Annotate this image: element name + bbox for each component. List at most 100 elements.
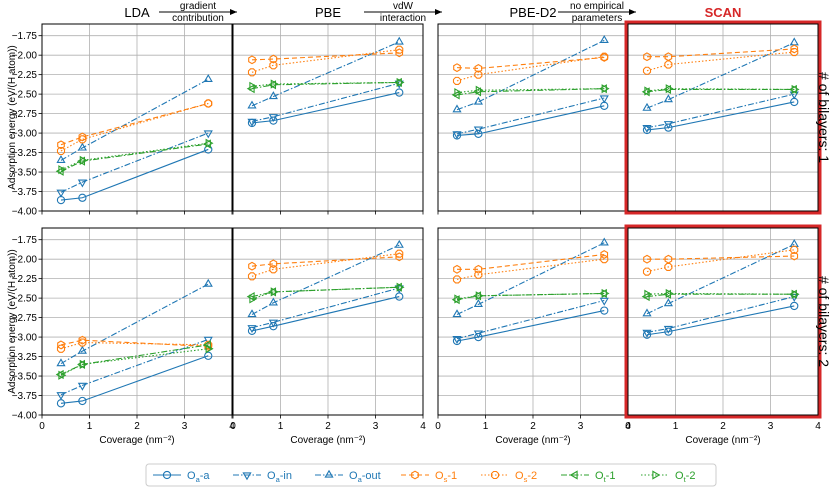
y-axis-label-1: Adsorption energy (eV/(H atom)): [7, 249, 18, 394]
data-point-s5-0: [246, 84, 255, 94]
x-tick-label-4: 4: [229, 421, 235, 432]
data-point-s1-1: [663, 325, 673, 334]
data-point-s4-1: [78, 135, 87, 144]
series-line-4: [456, 258, 605, 280]
series-line-1: [251, 82, 400, 122]
data-point-s5-2: [788, 289, 797, 299]
series-line-3: [251, 52, 400, 61]
data-point-s2-0: [56, 155, 66, 163]
data-point-s4-0: [247, 272, 257, 281]
data-point-s2-0: [56, 358, 66, 367]
y-tick-label-2: −3.50: [12, 168, 38, 179]
data-point-s4-1: [664, 262, 673, 272]
data-point-s0-1: [269, 322, 278, 331]
data-point-s6-2: [791, 84, 800, 95]
legend: Oa-a Oa-in Oa-out Os-1 Os-2 Ot-1 Ot-2: [145, 463, 717, 487]
series-line-2: [60, 78, 209, 161]
data-point-s3-2: [790, 251, 799, 261]
series-line-1: [251, 287, 400, 329]
panel-r0-c1: [232, 23, 424, 215]
y-tick-label-8: −2.00: [12, 255, 38, 266]
highlight-box: [624, 20, 822, 215]
panel-r1-c3: 0 1 2 3 4 Coverage (nm⁻²): [624, 224, 822, 446]
column-title-0: LDA: [124, 5, 150, 20]
series-line-6: [251, 81, 400, 87]
x-tick-label-0: 0: [230, 421, 236, 432]
data-point-s1-2: [203, 130, 213, 139]
series-line-6: [646, 292, 795, 295]
series-line-6: [60, 142, 209, 171]
data-point-s2-2: [394, 36, 404, 45]
data-point-s4-2: [790, 47, 799, 57]
data-point-s3-1: [474, 264, 483, 274]
legend-label: Oa-in: [267, 470, 292, 484]
legend-marker: [652, 470, 661, 480]
data-point-s4-2: [395, 249, 404, 258]
data-point-s6-0: [644, 289, 653, 299]
data-point-s3-0: [57, 140, 65, 150]
x-tick-label-4: 4: [420, 421, 426, 432]
data-point-s6-1: [79, 155, 88, 165]
y-tick-label-6: −2.50: [12, 90, 38, 101]
transition-label-top-0: gradient: [180, 1, 216, 12]
series-line-1: [60, 338, 209, 396]
x-tick-label-3: 3: [768, 421, 774, 432]
data-point-s3-0: [643, 254, 651, 264]
data-point-s2-0: [452, 104, 462, 113]
legend-box: [145, 463, 717, 487]
data-point-s0-0: [452, 336, 462, 346]
data-point-s2-2: [203, 278, 213, 287]
x-tick-label-2: 2: [134, 421, 140, 432]
legend-marker: [490, 470, 500, 480]
y-tick-label-9: −1.75: [12, 235, 38, 246]
legend-label: Ot-2: [675, 470, 695, 484]
data-point-s4-1: [269, 61, 278, 70]
data-point-s6-0: [454, 294, 463, 304]
y-tick-label-7: −2.25: [12, 70, 38, 81]
x-tick-label-2: 2: [530, 421, 536, 432]
data-point-s6-0: [58, 370, 67, 380]
y-tick-label-7: −2.25: [12, 274, 38, 285]
data-point-s4-2: [204, 340, 213, 349]
data-point-s2-1: [663, 94, 673, 103]
series-line-2: [251, 41, 400, 107]
x-tick-label-3: 3: [373, 421, 379, 432]
x-tick-label-1: 1: [483, 421, 489, 432]
data-point-s6-2: [791, 289, 800, 299]
data-point-s0-1: [474, 129, 483, 139]
data-point-s3-2: [790, 44, 799, 54]
data-point-s2-2: [203, 74, 213, 82]
series-line-0: [60, 355, 209, 404]
data-point-s3-1: [269, 259, 278, 269]
data-point-s5-2: [788, 84, 797, 95]
x-tick-label-3: 3: [578, 421, 584, 432]
y-tick-label-4: −3.00: [12, 333, 38, 344]
data-point-s5-0: [246, 291, 255, 302]
legend-label: Os-1: [435, 470, 457, 484]
data-point-s3-0: [643, 52, 651, 62]
y-tick-label-0: −4.00: [12, 207, 38, 218]
x-tick-label-4: 4: [625, 421, 631, 432]
series-line-4: [456, 56, 605, 82]
data-point-s1-2: [203, 336, 213, 345]
data-point-s4-1: [78, 338, 87, 347]
data-point-s1-1: [77, 179, 87, 188]
data-point-s5-2: [202, 340, 211, 350]
data-point-s4-2: [600, 255, 609, 264]
data-point-s1-0: [642, 124, 652, 133]
data-point-s5-2: [598, 84, 607, 94]
data-point-s1-1: [473, 330, 483, 339]
series-line-6: [646, 88, 795, 92]
legend-entry-1: Oa-in: [233, 470, 292, 484]
data-point-s1-0: [56, 392, 66, 401]
series-line-3: [457, 253, 605, 270]
highlight-box: [624, 224, 822, 419]
y-tick-label-5: −2.75: [12, 109, 38, 120]
y-tick-label-3: −3.25: [12, 148, 38, 159]
data-point-s1-0: [247, 118, 257, 127]
data-point-s0-1: [78, 396, 87, 406]
series-line-2: [456, 242, 605, 315]
row-label-0: # of bilayers: 1: [816, 72, 830, 163]
data-point-s6-0: [58, 165, 67, 175]
series-line-2: [646, 42, 795, 109]
